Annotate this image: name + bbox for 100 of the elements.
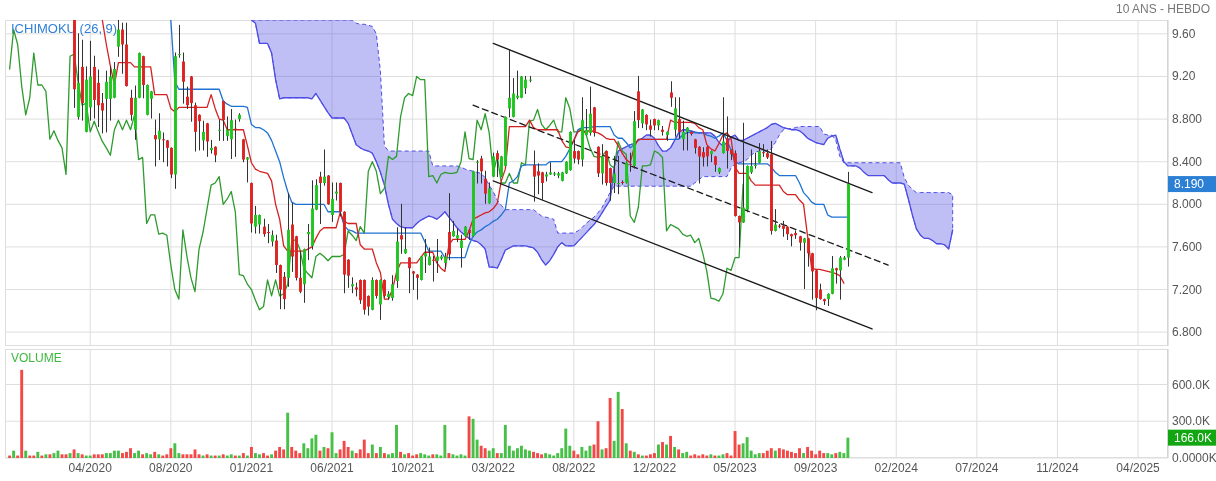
- bar: [362, 439, 366, 458]
- bar: [608, 397, 612, 458]
- bar: [431, 454, 435, 458]
- bar: [524, 449, 527, 458]
- y-tick-label: 300.0K: [1172, 414, 1211, 429]
- bar: [511, 450, 515, 458]
- candlestick: [162, 132, 165, 163]
- bar: [564, 428, 568, 458]
- bar: [149, 454, 153, 458]
- candlestick: [234, 119, 237, 157]
- candlestick: [706, 146, 709, 167]
- bar: [814, 454, 818, 458]
- bar: [399, 451, 402, 458]
- bar: [370, 444, 374, 458]
- bar: [681, 453, 685, 458]
- bar: [157, 454, 161, 458]
- candlestick: [476, 160, 479, 184]
- bar: [169, 448, 173, 458]
- candlestick: [97, 69, 100, 128]
- candlestick: [738, 215, 741, 248]
- candlestick: [436, 238, 439, 273]
- bar: [419, 453, 423, 458]
- bar: [777, 448, 781, 458]
- x-tick-label: 04/2025: [1116, 461, 1161, 475]
- bar: [846, 437, 850, 458]
- candlestick: [109, 66, 112, 121]
- bar: [423, 454, 427, 458]
- bar: [572, 450, 576, 458]
- bar: [145, 453, 149, 458]
- bar: [382, 453, 386, 458]
- bar: [519, 445, 523, 458]
- bar: [334, 453, 338, 458]
- candlestick: [492, 152, 495, 178]
- candlestick: [420, 256, 423, 281]
- candlestick: [823, 298, 826, 305]
- bar: [503, 424, 507, 458]
- x-tick-label: 01/2021: [229, 461, 274, 475]
- bar: [616, 391, 620, 458]
- bar: [407, 453, 411, 458]
- bar: [274, 450, 278, 458]
- x-tick-label: 03/2022: [471, 461, 516, 475]
- candlestick: [404, 227, 407, 254]
- candlestick: [400, 203, 403, 254]
- bar: [48, 454, 52, 458]
- candlestick: [537, 163, 540, 195]
- bar: [483, 448, 487, 458]
- bar: [540, 454, 544, 458]
- candlestick: [166, 139, 169, 167]
- bar: [112, 450, 116, 458]
- bar: [294, 450, 298, 458]
- candlestick: [774, 209, 777, 232]
- bar: [624, 443, 628, 458]
- bar: [36, 451, 40, 458]
- bar: [745, 437, 749, 458]
- candlestick: [625, 162, 628, 184]
- candlestick: [230, 108, 233, 159]
- candlestick: [412, 270, 415, 291]
- bar: [290, 446, 294, 458]
- bar: [129, 448, 132, 458]
- x-tick-label: 04/2020: [68, 461, 113, 475]
- bar: [576, 454, 580, 458]
- bar: [44, 454, 48, 458]
- bar: [205, 454, 209, 458]
- bar: [76, 453, 80, 458]
- bar: [447, 453, 451, 458]
- bar: [342, 440, 346, 458]
- candlestick: [496, 150, 499, 178]
- candlestick: [807, 237, 810, 267]
- bar: [818, 450, 822, 458]
- bar: [544, 453, 548, 458]
- candlestick: [117, 20, 120, 57]
- y-tick-label: 9.60: [1172, 26, 1196, 41]
- candlestick: [758, 143, 761, 164]
- x-tick-label: 08/2020: [149, 461, 193, 475]
- x-tick-label: 12/2022: [632, 461, 677, 475]
- bar: [72, 449, 76, 458]
- bar: [620, 409, 624, 458]
- candlestick: [702, 147, 705, 167]
- candlestick: [202, 120, 205, 151]
- bar: [765, 450, 769, 458]
- candlestick: [130, 89, 133, 121]
- x-tick-label: 07/2024: [955, 461, 999, 475]
- bar: [822, 453, 826, 458]
- bar: [125, 451, 128, 458]
- bar: [68, 453, 72, 458]
- candlestick: [674, 97, 677, 137]
- candlestick: [553, 171, 556, 177]
- bar: [415, 454, 419, 458]
- bar: [262, 453, 265, 458]
- bar: [116, 450, 120, 458]
- bar: [781, 449, 785, 458]
- bar: [810, 450, 814, 458]
- bar: [652, 453, 656, 458]
- bar: [104, 453, 108, 458]
- candlestick: [323, 149, 326, 186]
- bar: [270, 454, 274, 458]
- candlestick: [480, 155, 483, 184]
- bar: [298, 453, 302, 458]
- text: 8.190: [1174, 177, 1205, 192]
- bar: [826, 453, 830, 458]
